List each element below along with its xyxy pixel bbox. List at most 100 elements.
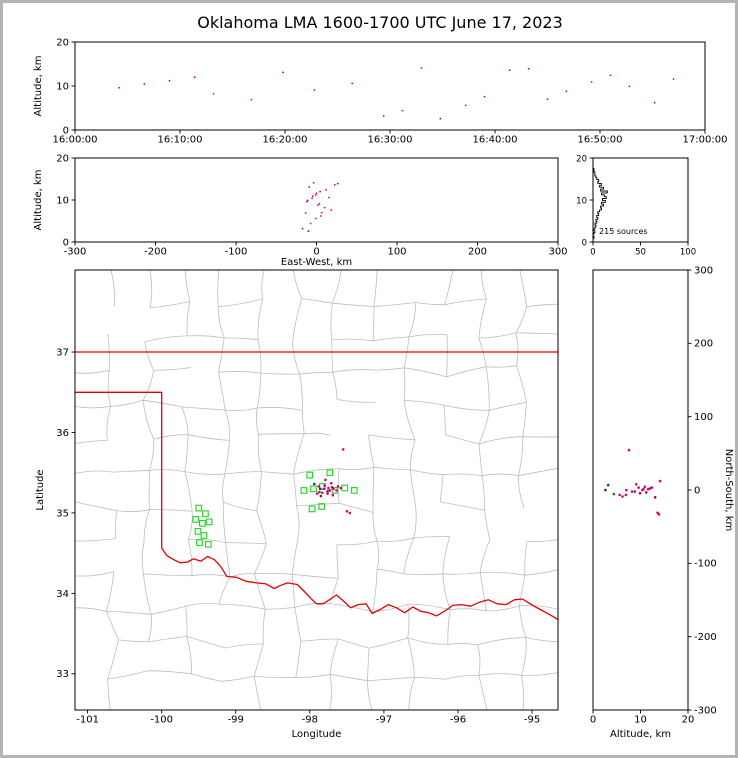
- axis-box: [74, 269, 559, 711]
- source-dot: [624, 493, 628, 497]
- source-dot: [464, 104, 467, 107]
- y-tick-label: 35: [56, 508, 69, 519]
- source-dot: [627, 448, 631, 452]
- source-dot: [308, 186, 311, 188]
- x-tick-label: 300: [548, 247, 567, 258]
- source-dot: [333, 184, 336, 186]
- lma-station-marker: [318, 503, 326, 510]
- source-dot: [327, 486, 330, 490]
- x-tick-label: -100: [150, 715, 173, 726]
- x-tick-label: 100: [387, 247, 406, 258]
- lma-station-marker: [341, 484, 349, 492]
- source-dot: [328, 489, 332, 492]
- lma-station-marker: [308, 505, 316, 513]
- source-dot: [653, 101, 656, 104]
- p1-ylabel: Altitude, km: [33, 56, 44, 117]
- y-tick-label: -200: [694, 632, 717, 643]
- y-tick-label: 10: [576, 196, 587, 206]
- source-dot: [335, 489, 338, 492]
- y-tick-label: 33: [56, 669, 69, 680]
- source-dot: [314, 217, 317, 220]
- y-tick-label: 20: [576, 154, 587, 164]
- source-dot: [212, 93, 215, 95]
- source-dot: [332, 487, 335, 491]
- x-tick-label: -95: [524, 715, 540, 726]
- source-dot: [118, 86, 120, 89]
- axis-box: [592, 157, 689, 243]
- y-tick-label: 200: [694, 339, 713, 350]
- source-dot: [250, 98, 253, 101]
- panel-map-plan-view: Latitude Longitude -101 -100 -99 -98 -97 -96 -…: [35, 270, 558, 740]
- x-tick-label: 50: [635, 248, 646, 258]
- source-dot: [309, 222, 312, 225]
- source-dot: [643, 485, 647, 489]
- x-tick-label: -100: [225, 247, 248, 258]
- source-dot: [317, 485, 321, 488]
- x-tick-label: 16:40:00: [473, 135, 518, 146]
- axis-box: [74, 41, 706, 131]
- lma-station-marker: [199, 519, 206, 527]
- source-dot: [439, 117, 442, 120]
- source-dot: [621, 495, 624, 498]
- map-layers: [75, 270, 558, 710]
- y-tick-label: 100: [694, 412, 713, 423]
- source-dot: [336, 182, 339, 185]
- y-tick-label: -100: [694, 559, 717, 570]
- lma-station-marker: [204, 540, 212, 548]
- x-tick-label: -300: [64, 247, 87, 258]
- source-dot: [628, 85, 631, 88]
- y-tick-label: 20: [56, 153, 69, 164]
- source-dot: [351, 82, 354, 85]
- source-dot: [317, 204, 319, 206]
- source-dot: [323, 484, 326, 487]
- p5-ylabel: North-South, km: [723, 449, 734, 532]
- x-tick-label: -98: [302, 715, 318, 726]
- source-dot: [312, 195, 314, 198]
- source-dot: [672, 78, 675, 80]
- p2-ylabel: Altitude, km: [33, 170, 44, 231]
- source-dot: [345, 510, 349, 513]
- lma-station-marker: [310, 485, 317, 493]
- lma-station-marker: [306, 471, 314, 479]
- lma-station-marker: [200, 531, 208, 539]
- source-dot: [282, 71, 284, 74]
- source-dot: [313, 89, 316, 91]
- source-dot: [330, 481, 333, 485]
- altitude-histogram-line: [592, 166, 608, 242]
- source-dot: [527, 67, 530, 70]
- source-dot: [483, 95, 486, 98]
- source-dot: [612, 492, 616, 496]
- source-dot: [638, 491, 642, 495]
- p2-xlabel: East-West, km: [281, 257, 352, 268]
- source-dot: [319, 190, 321, 193]
- source-dot: [625, 488, 628, 492]
- source-dot: [341, 448, 345, 451]
- panel-northsouth-vs-altitude: North-South, km Altitude, km 0 10 20 300 200…: [590, 265, 734, 740]
- source-count-label: 215 sources: [599, 227, 648, 236]
- axis-box: [592, 269, 689, 711]
- source-dot: [609, 74, 612, 77]
- x-tick-label: 17:00:00: [683, 135, 728, 146]
- x-tick-label: 0: [590, 248, 595, 258]
- source-dot: [382, 115, 385, 117]
- source-dot: [323, 206, 326, 209]
- source-dot: [590, 81, 593, 83]
- y-tick-label: 10: [56, 195, 69, 206]
- map-ylabel: Latitude: [35, 469, 46, 510]
- source-dot: [637, 486, 640, 489]
- lma-station-marker: [195, 504, 203, 512]
- source-dot: [633, 490, 637, 493]
- source-dot: [321, 491, 324, 495]
- county-borders: [75, 270, 558, 710]
- lma-station-marker: [202, 510, 209, 518]
- panel-altitude-vs-time: Altitude, km 16:00:00 16:10:00 16:20:00 16:…: [33, 37, 727, 145]
- x-tick-label: 16:10:00: [158, 135, 203, 146]
- x-tick-label: -200: [144, 247, 167, 258]
- source-dot: [306, 199, 309, 202]
- source-dot: [330, 209, 333, 212]
- x-tick-label: -101: [76, 715, 99, 726]
- source-dot: [634, 483, 638, 486]
- figure-title: Oklahoma LMA 1600-1700 UTC June 17, 2023: [197, 13, 563, 32]
- source-dot: [326, 489, 329, 493]
